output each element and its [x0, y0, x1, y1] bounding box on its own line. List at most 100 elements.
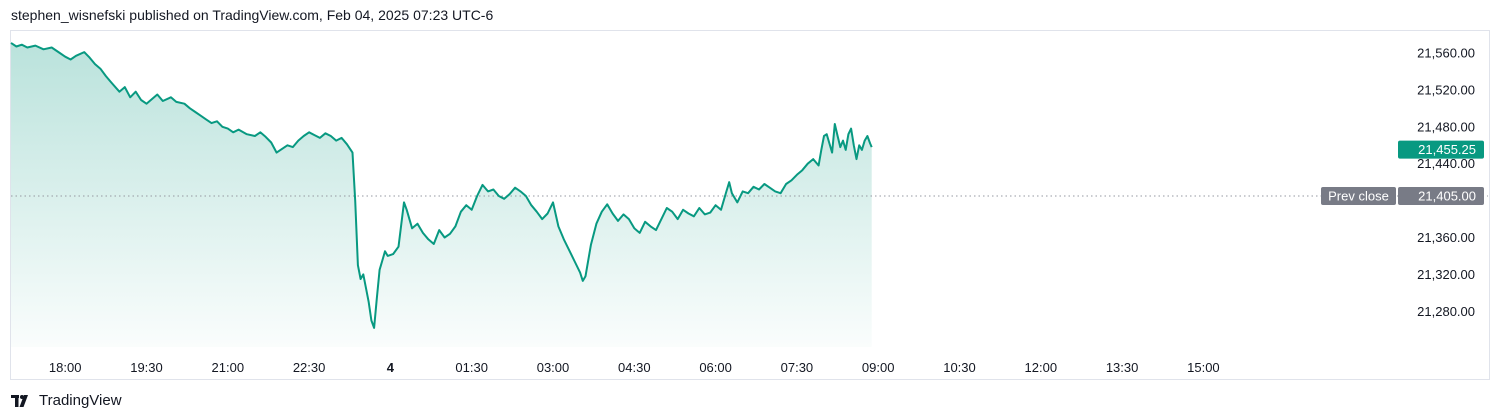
data-point-58 [352, 152, 354, 154]
data-point-75 [406, 209, 408, 211]
data-point-121 [650, 225, 652, 227]
data-point-147 [785, 183, 787, 185]
data-point-18 [124, 86, 126, 88]
data-point-80 [433, 243, 435, 245]
data-point-158 [831, 152, 833, 154]
data-point-8 [64, 56, 66, 58]
data-point-116 [623, 213, 625, 215]
data-point-57 [346, 143, 348, 145]
data-point-130 [698, 207, 700, 209]
data-point-9 [70, 59, 72, 61]
data-point-40 [254, 135, 256, 137]
data-point-104 [563, 238, 565, 240]
data-point-96 [520, 190, 522, 192]
data-point-33 [211, 122, 213, 124]
data-point-149 [796, 174, 798, 176]
data-point-123 [660, 218, 662, 220]
y-tick-label: 21,480.00 [1417, 119, 1475, 134]
data-point-115 [617, 220, 619, 222]
data-point-136 [728, 181, 730, 183]
data-point-31 [200, 115, 202, 117]
data-point-51 [314, 134, 316, 136]
prev-close-label: Prev close [1328, 188, 1389, 203]
data-point-76 [411, 227, 413, 229]
footer-brand[interactable]: TradingView [11, 392, 122, 409]
data-point-41 [259, 131, 261, 133]
data-point-39 [246, 133, 248, 135]
data-point-137 [731, 192, 733, 194]
data-point-2 [21, 44, 23, 46]
data-point-50 [308, 131, 310, 133]
last-price-value: 21,455.25 [1418, 142, 1476, 157]
x-tick-label: 10:30 [943, 360, 976, 375]
data-point-15 [105, 75, 107, 77]
data-point-3 [26, 47, 28, 49]
data-point-128 [688, 213, 690, 215]
data-point-97 [525, 195, 527, 197]
data-point-37 [232, 131, 234, 133]
x-tick-label: 22:30 [293, 360, 326, 375]
data-point-127 [682, 209, 684, 211]
publisher-caption: stephen_wisnefski published on TradingVi… [11, 7, 494, 23]
data-point-142 [758, 189, 760, 191]
data-point-143 [763, 183, 765, 185]
data-point-173 [871, 146, 873, 148]
x-tick-label: 03:00 [537, 360, 570, 375]
series-line [10, 42, 873, 329]
data-point-151 [807, 163, 809, 165]
tradingview-logo-icon [11, 394, 28, 407]
prev-close-value-badge [1398, 186, 1484, 205]
x-tick-label: 18:00 [49, 360, 82, 375]
data-point-90 [487, 190, 489, 192]
data-point-164 [847, 133, 849, 135]
data-point-55 [335, 140, 337, 142]
data-point-87 [471, 209, 473, 211]
data-point-111 [595, 223, 597, 225]
data-point-81 [438, 229, 440, 231]
x-tick-label: 09:00 [862, 360, 895, 375]
data-point-10 [75, 55, 77, 57]
data-point-169 [861, 149, 863, 151]
data-point-11 [83, 51, 85, 53]
x-tick-label: 19:30 [130, 360, 163, 375]
data-point-166 [853, 144, 855, 146]
data-point-42 [265, 136, 267, 138]
data-point-138 [736, 201, 738, 203]
data-point-69 [381, 260, 383, 262]
data-point-163 [845, 149, 847, 151]
data-point-72 [392, 253, 394, 255]
data-point-26 [170, 96, 172, 98]
data-point-74 [403, 201, 405, 203]
data-point-30 [194, 111, 196, 113]
data-point-152 [812, 158, 814, 160]
data-point-154 [820, 149, 822, 151]
data-point-165 [850, 128, 852, 130]
data-point-148 [791, 179, 793, 181]
data-point-103 [557, 225, 559, 227]
y-tick-label: 21,320.00 [1417, 267, 1475, 282]
data-point-63 [365, 287, 367, 289]
data-point-54 [330, 135, 332, 137]
data-point-162 [842, 140, 844, 142]
data-point-126 [677, 218, 679, 220]
data-point-120 [644, 221, 646, 223]
data-point-129 [693, 215, 695, 217]
data-point-20 [135, 91, 137, 93]
data-point-32 [205, 118, 207, 120]
data-point-118 [633, 227, 635, 229]
x-tick-label: 13:30 [1106, 360, 1139, 375]
data-point-168 [858, 144, 860, 146]
data-point-79 [427, 238, 429, 240]
data-point-48 [297, 140, 299, 142]
data-point-5 [43, 48, 45, 50]
data-point-89 [482, 184, 484, 186]
plot-area [10, 42, 1488, 348]
x-tick-label: 12:00 [1025, 360, 1058, 375]
x-tick-label: 21:00 [212, 360, 245, 375]
data-point-61 [360, 278, 362, 280]
data-point-135 [725, 190, 727, 192]
data-point-134 [720, 209, 722, 211]
data-point-106 [574, 261, 576, 263]
chart-frame [10, 30, 1490, 380]
